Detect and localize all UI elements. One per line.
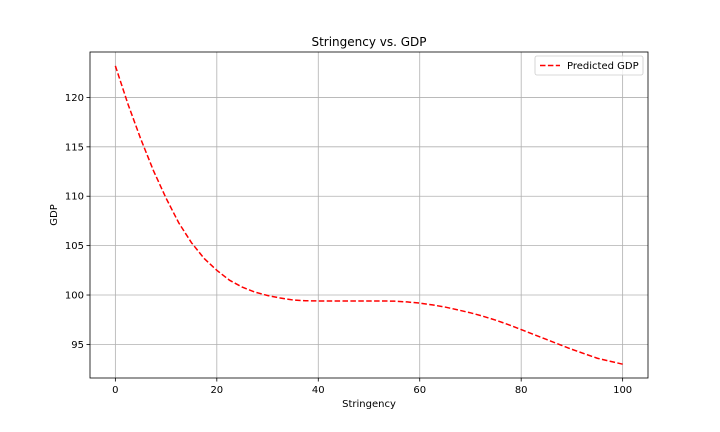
x-tick-label: 100 xyxy=(613,385,632,396)
series-line-predicted-gdp xyxy=(114,65,623,365)
y-tick-label: 115 xyxy=(65,142,84,153)
y-tick-label: 95 xyxy=(71,340,84,351)
x-tick-label: 40 xyxy=(312,385,325,396)
x-axis-ticks: 0 20 40 60 80 100 xyxy=(112,378,632,396)
y-axis-label: GDP xyxy=(49,204,60,225)
x-axis-label: Stringency xyxy=(342,399,396,410)
plot-frame xyxy=(89,51,649,379)
x-tick-label: 80 xyxy=(515,385,528,396)
grid-lines xyxy=(90,52,648,378)
y-tick-label: 100 xyxy=(65,291,84,302)
series-lines xyxy=(114,65,623,365)
chart-title: Stringency vs. GDP xyxy=(311,35,426,49)
x-tick-label: 0 xyxy=(112,385,118,396)
y-tick-label: 120 xyxy=(65,93,84,104)
legend-label: Predicted GDP xyxy=(567,61,639,72)
legend-box xyxy=(534,55,644,76)
plot-background xyxy=(90,52,648,378)
y-tick-label: 105 xyxy=(65,241,84,252)
x-tick-label: 20 xyxy=(210,385,223,396)
legend: Predicted GDP xyxy=(534,55,644,76)
y-axis-ticks: 95 100 105 110 115 120 xyxy=(65,93,90,351)
y-tick-label: 110 xyxy=(65,192,84,203)
x-tick-label: 60 xyxy=(413,385,426,396)
